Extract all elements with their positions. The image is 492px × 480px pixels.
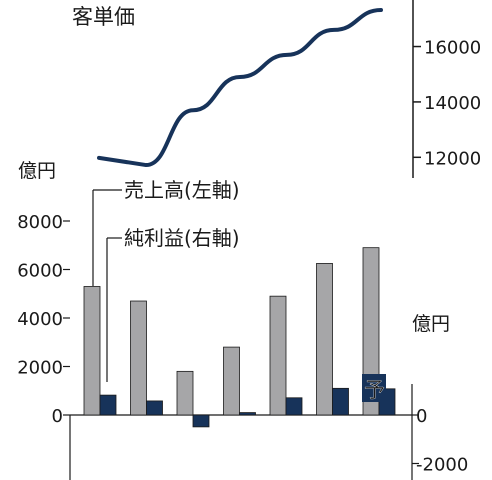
forecast-marker-label: 予 xyxy=(364,378,385,402)
bar-profit xyxy=(285,397,303,416)
left-tick-label: 2000 xyxy=(17,358,63,379)
bar-chart: 億円 億円 売上高(左軸) 純利益(右軸) 02000400060008000 … xyxy=(17,160,468,480)
line-chart-title: 客単価 xyxy=(72,5,135,29)
left-axis-unit: 億円 xyxy=(18,160,56,182)
legend-item-sales: 売上高(左軸) xyxy=(124,178,240,202)
left-tick-label: 8000 xyxy=(17,212,63,233)
legend: 売上高(左軸) 純利益(右軸) xyxy=(92,178,240,382)
bar-sales xyxy=(316,263,333,416)
bar-profit xyxy=(146,400,163,416)
line-tick-label: 16000 xyxy=(424,38,481,59)
left-tick-label: 4000 xyxy=(17,309,63,330)
bar-sales xyxy=(362,247,380,416)
bars xyxy=(83,247,396,428)
legend-item-profit: 純利益(右軸) xyxy=(124,226,240,250)
forecast-marker-background xyxy=(362,374,386,402)
left-tick-label: 0 xyxy=(52,406,63,427)
bar-profit xyxy=(192,414,210,428)
line-series-path xyxy=(97,7,383,168)
bar-profit xyxy=(99,394,117,416)
bar-sales xyxy=(83,286,101,416)
line-chart: 客単価 12000 14000 16000 xyxy=(72,0,481,178)
line-tick-label: 12000 xyxy=(424,148,481,169)
bar-sales xyxy=(176,370,194,416)
bar-left-ticks: 0 2000 4000 6000 8000 xyxy=(17,212,70,427)
bar-sales xyxy=(269,295,287,416)
right-tick-label: -2000 xyxy=(416,455,468,476)
right-tick-label: 0 xyxy=(416,406,427,427)
line-tick-label: 14000 xyxy=(424,93,481,114)
bar-profit xyxy=(332,387,349,416)
bar-sales xyxy=(130,300,147,416)
bar-sales xyxy=(223,346,240,416)
bar-right-ticks: -2000 0 xyxy=(412,406,468,476)
left-tick-label: 6000 xyxy=(17,261,63,282)
bar-profit xyxy=(239,412,256,416)
line-axis-ticks: 12000 14000 16000 xyxy=(413,38,481,169)
right-axis-unit: 億円 xyxy=(412,313,450,335)
